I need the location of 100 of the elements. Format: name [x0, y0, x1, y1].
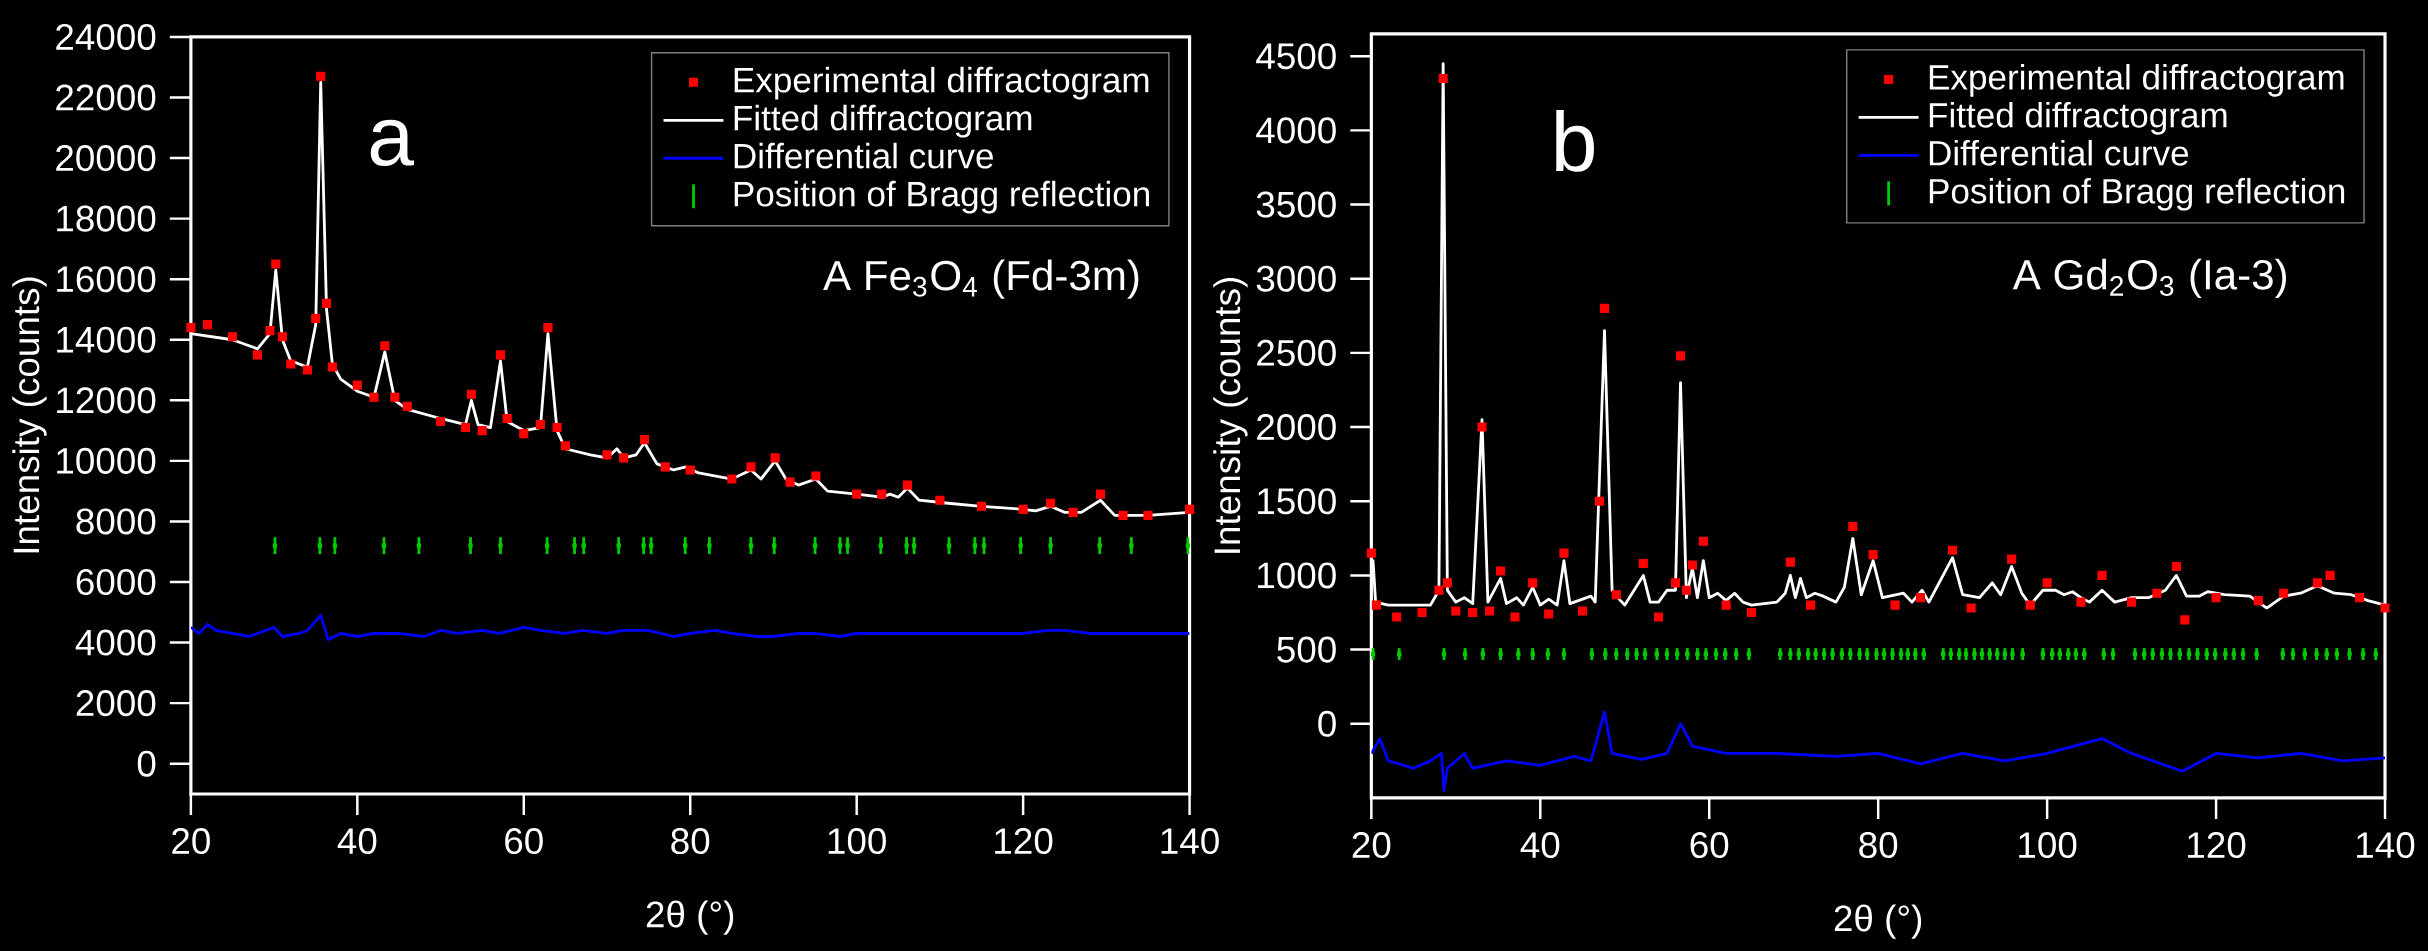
point — [468, 543, 473, 548]
x-tick-label: 120 — [995, 828, 1053, 855]
x-tick-label: 20 — [1352, 832, 1391, 859]
y-tick-label: 2500 — [1257, 339, 1336, 366]
point — [1097, 543, 1102, 548]
point — [272, 543, 278, 548]
point — [552, 422, 562, 433]
y-tick-label: 4500 — [1256, 43, 1336, 70]
point — [1068, 507, 1078, 517]
legend-label: Fitted diffractogram — [734, 104, 1032, 138]
point — [976, 501, 987, 511]
point — [2211, 593, 2221, 603]
point — [746, 462, 756, 472]
y-tick-label: 1000 — [1258, 562, 1336, 589]
point — [911, 543, 917, 548]
point — [1371, 600, 1381, 610]
point — [1392, 612, 1402, 622]
y-tick-label: 22000 — [56, 84, 156, 111]
point — [602, 450, 612, 460]
point — [772, 543, 777, 548]
point — [435, 416, 446, 427]
y-tick-label: 14000 — [57, 326, 156, 353]
point — [544, 543, 550, 548]
point — [2042, 578, 2052, 588]
point — [639, 435, 650, 445]
point — [1451, 606, 1461, 616]
y-tick-label: 0 — [1318, 710, 1336, 737]
point — [1698, 536, 1708, 546]
point — [1018, 543, 1023, 548]
point — [460, 422, 471, 433]
x-axis-title: 2θ (°) — [1834, 904, 1922, 939]
point — [707, 543, 712, 548]
legend-label: Position of Bragg reflection — [1929, 177, 2345, 211]
point — [1721, 600, 1731, 610]
point — [466, 389, 476, 399]
x-tick-label: 80 — [1859, 832, 1898, 859]
point — [1594, 496, 1604, 506]
point — [543, 323, 553, 333]
y-tick-label: 16000 — [57, 266, 156, 293]
point — [1468, 607, 1478, 618]
point — [1681, 585, 1691, 595]
annotation: A Fe$_{3}$O$_{4}$ (Fd-3m) — [823, 259, 1139, 299]
x-axis-title: 2θ (°) — [646, 900, 734, 935]
x-tick-label: 120 — [2188, 832, 2246, 859]
point — [1129, 543, 1134, 548]
point — [1434, 585, 1444, 595]
point — [332, 543, 338, 548]
point — [902, 480, 913, 490]
point — [186, 323, 196, 333]
point — [1528, 578, 1538, 588]
point — [727, 474, 737, 484]
x-tick-label: 140 — [2357, 832, 2415, 859]
point — [1785, 557, 1795, 567]
legend-label: Fitted diffractogram — [1929, 101, 2227, 135]
x-tick-label: 60 — [505, 828, 543, 855]
point — [416, 543, 422, 548]
x-tick-label: 20 — [172, 828, 210, 855]
point — [402, 401, 412, 411]
y-tick-label: 4000 — [1256, 117, 1336, 144]
point — [2253, 596, 2263, 606]
point — [878, 543, 883, 548]
y-tick-label: 500 — [1277, 636, 1336, 663]
point — [321, 298, 332, 308]
point — [1095, 489, 1106, 499]
y-tick-label: 8000 — [76, 508, 156, 535]
point — [2007, 554, 2017, 564]
y-tick-label: 6000 — [76, 568, 156, 596]
point — [1544, 609, 1554, 619]
point — [202, 320, 213, 330]
point — [981, 543, 987, 548]
y-tick-label: 4000 — [75, 629, 156, 656]
point — [648, 543, 654, 548]
point — [1048, 543, 1053, 548]
point — [641, 543, 646, 548]
point — [852, 489, 862, 499]
point — [252, 350, 263, 360]
point — [2325, 570, 2335, 580]
point — [1366, 548, 1376, 558]
annotation: a — [370, 119, 415, 166]
point — [845, 543, 850, 548]
point — [1485, 606, 1495, 616]
point — [495, 350, 506, 360]
point — [616, 543, 621, 548]
point — [1599, 303, 1610, 313]
y-tick-label: 3000 — [1256, 265, 1336, 292]
point — [286, 359, 296, 369]
x-tick-label: 100 — [2019, 832, 2077, 859]
point — [619, 453, 629, 463]
point — [1848, 521, 1858, 532]
y-tick-label: 24000 — [56, 23, 156, 50]
point — [1966, 603, 1976, 613]
y-tick-label: 2000 — [76, 690, 156, 717]
legend-label: Experimental diffractogram — [734, 66, 1149, 100]
point — [277, 332, 287, 342]
point — [972, 543, 978, 548]
point — [1947, 545, 1958, 555]
point — [1675, 351, 1686, 361]
point — [1496, 566, 1506, 576]
point — [2279, 588, 2289, 598]
point — [302, 365, 312, 375]
